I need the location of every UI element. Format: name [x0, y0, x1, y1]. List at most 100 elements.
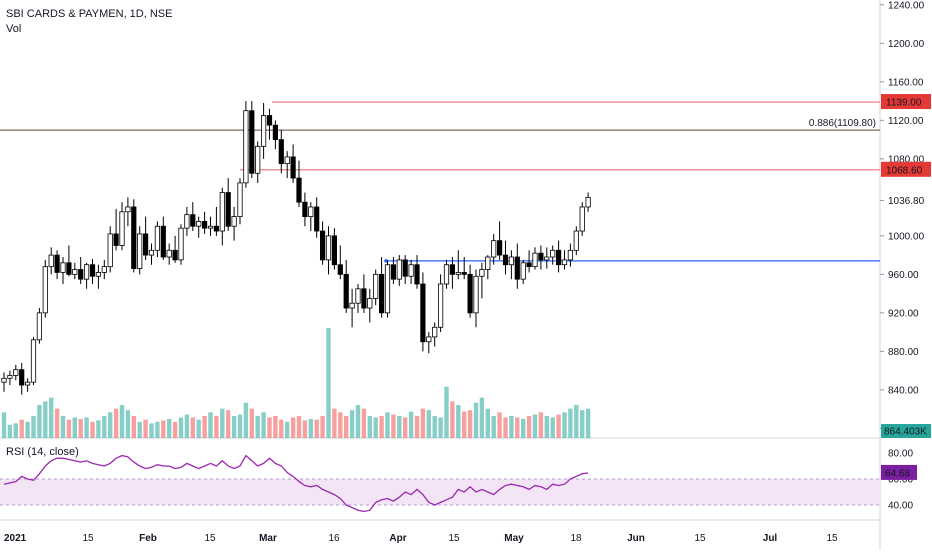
- rsi-value-tag: 64.68: [885, 468, 910, 479]
- price-tick-label: 1160.00: [888, 77, 924, 88]
- volume-bar: [78, 418, 83, 438]
- candle-body: [7, 375, 13, 379]
- volume-bar: [302, 420, 308, 438]
- time-tick-label: 18: [570, 533, 582, 544]
- volume-bar: [167, 418, 172, 438]
- volume-bar: [473, 402, 479, 438]
- candle-body: [201, 221, 208, 229]
- volume-bar: [521, 418, 526, 438]
- candle-body: [314, 206, 320, 232]
- time-tick-label: 15: [82, 533, 94, 544]
- volume-bar: [438, 417, 443, 438]
- price-tick-label: 1240.00: [888, 0, 925, 11]
- volume-bar: [249, 408, 254, 438]
- candle-body: [113, 233, 119, 246]
- volume-bar: [403, 417, 408, 438]
- volume-label: Vol: [6, 23, 21, 35]
- volume-value-tag-bg: [881, 424, 931, 438]
- volume-bar: [314, 419, 319, 438]
- volume-bar: [13, 423, 18, 438]
- volume-bar: [503, 417, 508, 438]
- volume-bar: [544, 416, 549, 438]
- volume-bar: [426, 410, 431, 438]
- price-tick-label: 1000.00: [888, 231, 925, 242]
- candle-body: [266, 115, 273, 126]
- candle-body: [125, 206, 131, 213]
- volume-bar: [349, 410, 355, 438]
- candle-body: [284, 156, 290, 165]
- time-tick-label: Apr: [389, 533, 406, 544]
- candle-body: [337, 264, 343, 275]
- volume-bar: [113, 408, 119, 438]
- candle-body: [544, 256, 550, 261]
- candle-body: [556, 249, 562, 266]
- volume-bar: [19, 419, 24, 438]
- volume-bar: [379, 416, 384, 438]
- candle-body: [567, 249, 574, 261]
- volume-bar: [279, 419, 284, 438]
- candle-body: [355, 288, 361, 304]
- candle-body: [225, 192, 231, 227]
- candle-body: [95, 272, 101, 277]
- time-tick-label: May: [504, 533, 524, 544]
- candle-body: [89, 264, 96, 277]
- volume-bar: [515, 417, 520, 438]
- candle-body: [443, 264, 450, 285]
- volume-bar: [108, 412, 113, 438]
- candle-body: [302, 201, 308, 217]
- time-tick-label: 2021: [4, 533, 27, 544]
- candle-body: [219, 192, 225, 232]
- candle-body: [278, 139, 284, 165]
- volume-bar: [290, 417, 296, 438]
- volume-bar: [408, 411, 414, 438]
- volume-bar: [178, 417, 184, 438]
- volume-bar: [373, 417, 378, 438]
- time-tick-label: Jun: [627, 533, 645, 544]
- volume-bar: [509, 416, 514, 438]
- volume-bar: [580, 410, 585, 438]
- candle-body: [325, 235, 332, 261]
- volume-bar: [66, 419, 72, 438]
- volume-bar: [320, 416, 325, 438]
- volume-bar: [491, 416, 496, 438]
- candle-body: [101, 266, 107, 273]
- candle-body: [231, 216, 237, 227]
- volume-bar: [25, 421, 30, 438]
- volume-bar: [420, 408, 426, 438]
- volume-bar: [49, 397, 54, 438]
- volume-bar: [450, 401, 455, 438]
- candle-body: [196, 221, 202, 227]
- candle-body: [54, 254, 60, 273]
- candle-body: [36, 312, 43, 341]
- level-1068-tag-bg: [881, 161, 931, 177]
- candle-body: [272, 124, 279, 140]
- candle-body: [154, 225, 160, 251]
- candle-body: [414, 264, 420, 285]
- candle-body: [485, 256, 491, 270]
- time-tick-label: 15: [204, 533, 216, 544]
- candle-body: [550, 249, 556, 258]
- volume-bar: [214, 416, 219, 438]
- candle-body: [319, 230, 326, 261]
- candle-body: [13, 369, 19, 376]
- level-1068-tag: 1068.60: [886, 165, 923, 176]
- volume-bar: [479, 397, 485, 438]
- candle-body: [343, 273, 349, 309]
- volume-bar: [585, 408, 591, 438]
- volume-bar: [208, 412, 213, 438]
- volume-bar: [37, 405, 42, 438]
- candle-body: [420, 283, 426, 343]
- candle-body: [172, 249, 178, 261]
- level-anchor-dot: [384, 259, 388, 263]
- time-tick-label: 15: [826, 533, 838, 544]
- candle-body: [508, 256, 515, 266]
- candle-body: [30, 339, 37, 383]
- candle-body: [491, 240, 497, 258]
- candle-body: [107, 233, 113, 268]
- candle-body: [396, 259, 402, 280]
- volume-bar: [444, 386, 449, 438]
- level-1139-tag: 1139.00: [886, 98, 922, 109]
- level-1139-tag-bg: [881, 94, 931, 110]
